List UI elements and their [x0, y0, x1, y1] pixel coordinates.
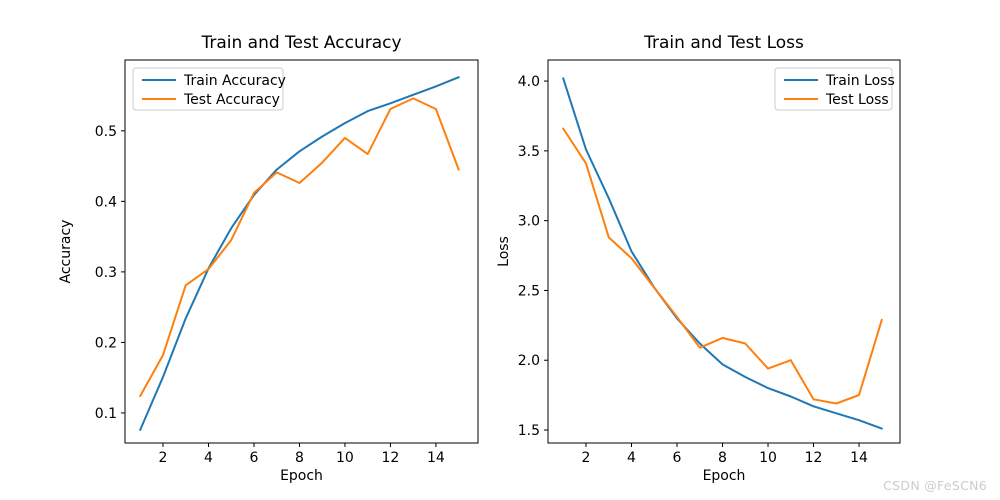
- legend-label: Train Loss: [825, 73, 895, 89]
- y-tick-label: 3.0: [518, 214, 540, 230]
- x-tick-label: 14: [427, 450, 445, 466]
- axes-frame: [124, 59, 479, 444]
- subplot-train-and-test-loss: 2 4 6 8 10 12 14 1.5 2.0 2.5 3.0 3.5 4.0 Train and Te…: [496, 33, 901, 484]
- chart-title: Train and Test Accuracy: [200, 33, 401, 53]
- x-tick-label: 6: [250, 450, 259, 466]
- y-tick-label: 0.5: [95, 124, 117, 140]
- x-tick-label: 8: [295, 450, 304, 466]
- x-tick-label: 12: [382, 450, 400, 466]
- y-tick-label: 2.5: [518, 283, 540, 299]
- x-axis-label: Epoch: [280, 468, 323, 484]
- test-accuracy-line: [139, 97, 460, 397]
- y-tick-label: 3.5: [518, 144, 540, 160]
- train-loss-line: [562, 77, 883, 430]
- y-tick-label: 0.2: [95, 335, 117, 351]
- y-tick-label: 2.0: [518, 353, 540, 369]
- legend: Train Loss Test Loss: [774, 67, 895, 111]
- axes-frame: [547, 59, 901, 444]
- chart-title: Train and Test Loss: [643, 33, 804, 53]
- x-tick-label: 4: [627, 450, 636, 466]
- x-tick-label: 14: [850, 450, 868, 466]
- subplot-train-and-test-accuracy: 2 4 6 8 10 12 14 0.1 0.2 0.3 0.4 0.5 Train and Test …: [58, 33, 479, 484]
- x-tick-label: 8: [718, 450, 727, 466]
- watermark: CSDN @FeSCN6: [883, 478, 987, 493]
- legend-label: Test Accuracy: [183, 92, 280, 108]
- legend-label: Train Accuracy: [183, 73, 286, 89]
- x-tick-label: 10: [759, 450, 777, 466]
- x-tick-label: 12: [805, 450, 823, 466]
- x-tick-label: 4: [204, 450, 213, 466]
- y-tick-label: 4.0: [518, 74, 540, 90]
- y-tick-label: 1.5: [518, 423, 540, 439]
- y-tick-label: 0.3: [95, 265, 117, 281]
- y-axis-label: Accuracy: [58, 220, 74, 284]
- test-loss-line: [562, 127, 883, 405]
- x-tick-label: 10: [336, 450, 354, 466]
- y-axis-label: Loss: [496, 236, 512, 267]
- train-accuracy-line: [139, 76, 460, 431]
- x-tick-label: 6: [673, 450, 682, 466]
- y-tick-label: 0.4: [95, 194, 117, 210]
- legend: Train Accuracy Test Accuracy: [132, 67, 286, 111]
- y-tick-label: 0.1: [95, 406, 117, 422]
- x-tick-label: 2: [582, 450, 591, 466]
- x-axis-label: Epoch: [703, 468, 746, 484]
- x-tick-label: 2: [159, 450, 168, 466]
- legend-label: Test Loss: [825, 92, 889, 108]
